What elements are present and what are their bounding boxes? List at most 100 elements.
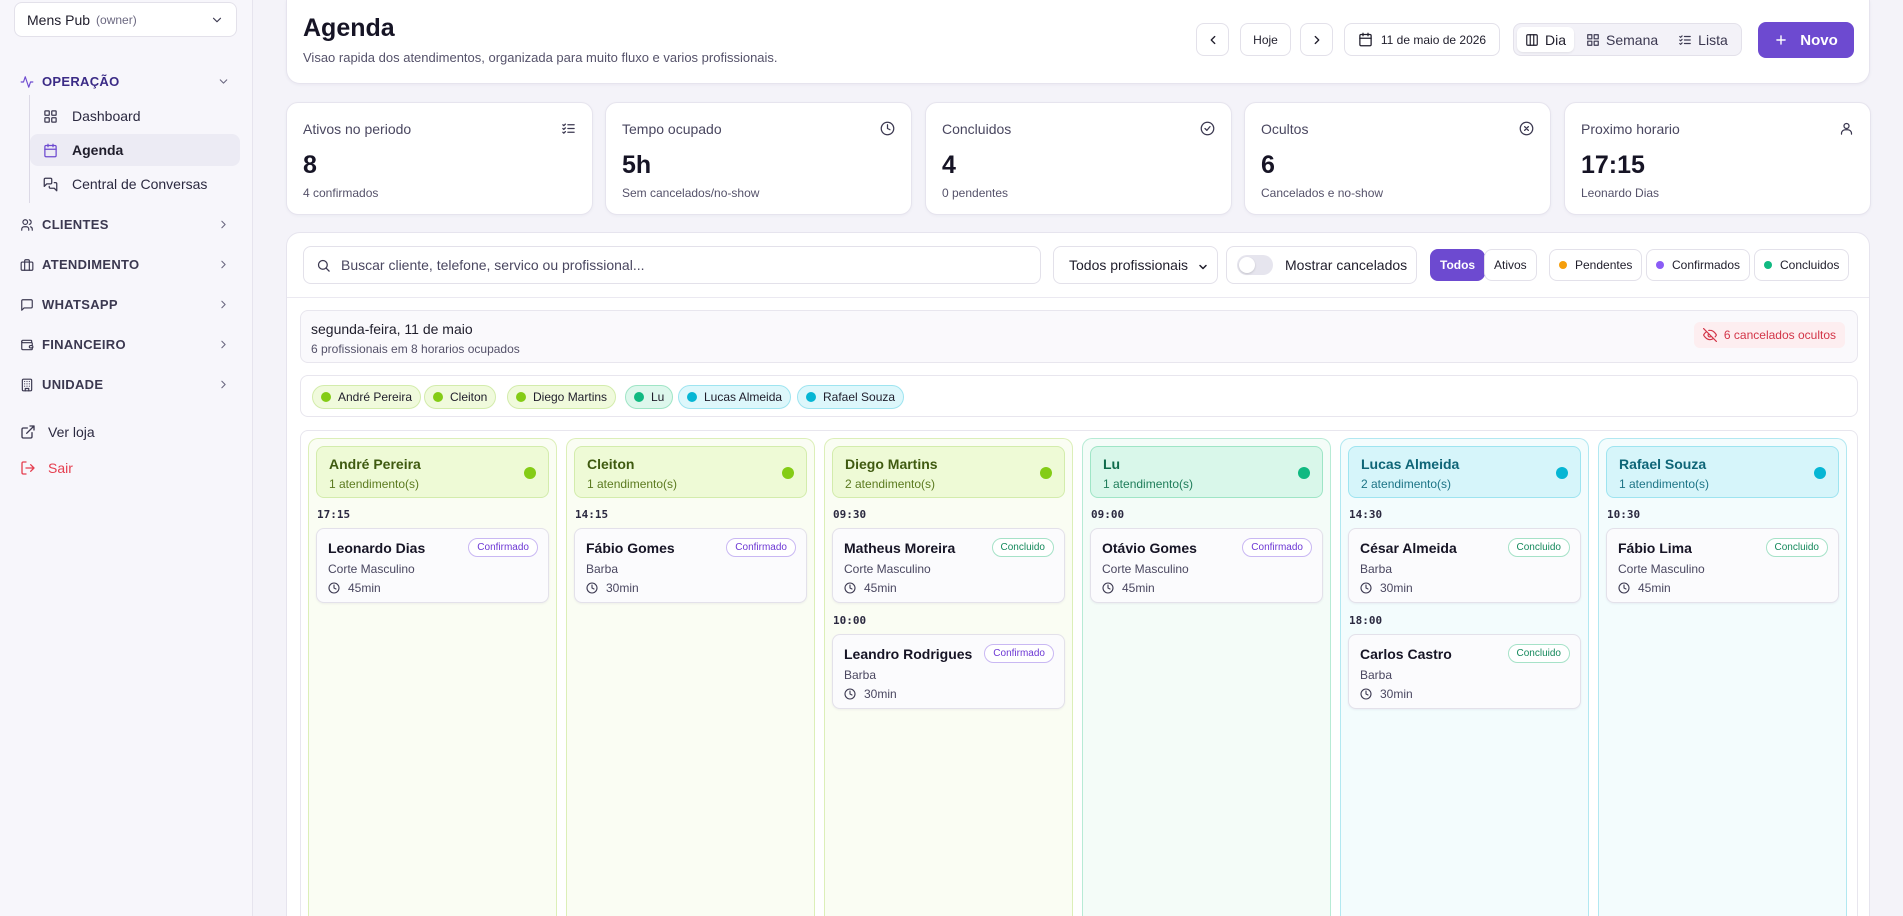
stat-card-concluidos: Concluidos 4 0 pendentes (925, 102, 1232, 215)
list-check-icon (561, 121, 576, 136)
sidebar-item-agenda[interactable]: Agenda (30, 134, 240, 166)
stat-card-ativos: Ativos no periodo 8 4 confirmados (286, 102, 593, 215)
professional-columns: André Pereira 1 atendimento(s) 17:15 Leo… (300, 430, 1858, 916)
org-name: Mens Pub (27, 11, 91, 28)
column-header: André Pereira 1 atendimento(s) (316, 446, 549, 498)
professional-column: Lucas Almeida 2 atendimento(s) 14:30 Cés… (1340, 438, 1589, 916)
sidebar-item-central-conversas[interactable]: Central de Conversas (30, 168, 240, 200)
column-header: Diego Martins 2 atendimento(s) (832, 446, 1065, 498)
appointment-card[interactable]: Otávio Gomes Confirmado Corte Masculino … (1090, 528, 1323, 603)
stat-sub: Leonardo Dias (1581, 186, 1660, 200)
nav-group-operacao[interactable]: OPERAÇÃO (20, 74, 230, 89)
filter-chip-confirmados[interactable]: Confirmados (1646, 249, 1751, 281)
hidden-cancelled-badge[interactable]: 6 cancelados ocultos (1693, 322, 1845, 348)
view-store-link[interactable]: Ver loja (20, 424, 95, 440)
color-dot (1298, 467, 1310, 479)
professional-select[interactable]: Todos profissionais (1053, 246, 1218, 284)
color-dot (321, 392, 331, 402)
date-picker-button[interactable]: 11 de maio de 2026 (1344, 23, 1500, 56)
search-input[interactable] (341, 257, 1021, 273)
divider (287, 297, 1869, 298)
org-selector[interactable]: Mens Pub (owner) (14, 2, 237, 37)
plus-icon (1774, 33, 1800, 47)
check-circle-icon (1200, 121, 1215, 136)
time-slot: 09:00 (1091, 508, 1125, 521)
professional-name: André Pereira (329, 456, 421, 472)
sidebar-item-label: Dashboard (72, 108, 141, 124)
chevron-right-icon (217, 218, 230, 231)
status-dot (1559, 261, 1567, 269)
color-dot (1814, 467, 1826, 479)
time-slot: 18:00 (1349, 614, 1383, 627)
today-button[interactable]: Hoje (1240, 23, 1291, 56)
date-label: 11 de maio de 2026 (1380, 32, 1487, 47)
time-slot: 14:15 (575, 508, 609, 521)
filter-chip-pendentes[interactable]: Pendentes (1549, 249, 1643, 281)
legend-chip-diego[interactable]: Diego Martins (507, 385, 617, 409)
legend-chip-andre[interactable]: André Pereira (312, 385, 422, 409)
appointment-card[interactable]: Matheus Moreira Concluido Corte Masculin… (832, 528, 1065, 603)
filter-chip-todos[interactable]: Todos (1430, 249, 1486, 281)
appointment-card[interactable]: César Almeida Concluido Barba 30min (1348, 528, 1581, 603)
stat-card-proximo: Proximo horario 17:15 Leonardo Dias (1564, 102, 1871, 215)
show-cancelled-toggle[interactable] (1237, 255, 1273, 275)
color-dot (687, 392, 697, 402)
nav-group-label: OPERAÇÃO (42, 74, 120, 89)
sidebar-item-dashboard[interactable]: Dashboard (30, 100, 240, 132)
client-name: Otávio Gomes (1102, 540, 1197, 556)
view-label: Semana (1606, 31, 1659, 48)
service-name: Barba (1360, 562, 1393, 576)
duration: 30min (1360, 581, 1413, 595)
view-day-button[interactable]: Dia (1517, 27, 1575, 52)
color-dot (1040, 467, 1052, 479)
prev-day-button[interactable] (1196, 23, 1229, 56)
nav-group-label: ATENDIMENTO (42, 257, 140, 272)
show-cancelled-label: Mostrar cancelados (1285, 257, 1408, 273)
appointment-card[interactable]: Carlos Castro Concluido Barba 30min (1348, 634, 1581, 709)
nav-group-atendimento[interactable]: ATENDIMENTO (20, 257, 230, 272)
legend-chip-cleiton[interactable]: Cleiton (424, 385, 497, 409)
nav-group-unidade[interactable]: UNIDADE (20, 377, 230, 392)
legend-chip-rafael[interactable]: Rafael Souza (797, 385, 905, 409)
users-icon (20, 218, 34, 232)
legend-label: Rafael Souza (823, 390, 896, 404)
filter-chip-concluidos[interactable]: Concluidos (1754, 249, 1850, 281)
nav-group-whatsapp[interactable]: WHATSAPP (20, 297, 230, 312)
appointment-count: 1 atendimento(s) (1103, 477, 1194, 491)
time-slot: 10:30 (1607, 508, 1641, 521)
appointment-count: 1 atendimento(s) (587, 477, 678, 491)
logout-link[interactable]: Sair (20, 460, 73, 476)
filter-chip-ativos[interactable]: Ativos (1484, 249, 1537, 281)
briefcase-icon (20, 258, 34, 272)
stat-label: Concluidos (942, 121, 1012, 137)
nav-group-label: CLIENTES (42, 217, 109, 232)
nav-group-financeiro[interactable]: FINANCEIRO (20, 337, 230, 352)
chevron-right-icon (217, 378, 230, 391)
appointment-card[interactable]: Fábio Gomes Confirmado Barba 30min (574, 528, 807, 603)
chip-label: Pendentes (1575, 258, 1633, 272)
status-dot (1764, 261, 1772, 269)
clock-icon (328, 582, 348, 594)
professional-legend: André Pereira Cleiton Diego Martins Lu L… (300, 375, 1858, 417)
legend-chip-lu[interactable]: Lu (625, 385, 674, 409)
logout-label: Sair (48, 460, 73, 476)
time-slot: 14:30 (1349, 508, 1383, 521)
dashboard-icon (43, 109, 58, 124)
view-list-button[interactable]: Lista (1670, 27, 1736, 52)
legend-chip-lucas[interactable]: Lucas Almeida (678, 385, 792, 409)
search-box (303, 246, 1041, 284)
view-week-button[interactable]: Semana (1578, 27, 1666, 52)
page-subtitle: Visao rapida dos atendimentos, organizad… (303, 50, 778, 65)
professional-column: André Pereira 1 atendimento(s) 17:15 Leo… (308, 438, 557, 916)
column-header: Lucas Almeida 2 atendimento(s) (1348, 446, 1581, 498)
appointment-card[interactable]: Leandro Rodrigues Confirmado Barba 30min (832, 634, 1065, 709)
next-day-button[interactable] (1300, 23, 1333, 56)
status-badge: Concluido (991, 538, 1054, 557)
appointment-card[interactable]: Fábio Lima Concluido Corte Masculino 45m… (1606, 528, 1839, 603)
nav-group-clientes[interactable]: CLIENTES (20, 217, 230, 232)
new-appointment-button[interactable]: Novo (1758, 22, 1854, 58)
appointment-card[interactable]: Leonardo Dias Confirmado Corte Masculino… (316, 528, 549, 603)
stat-value: 6 (1261, 151, 1275, 179)
status-badge: Confirmado (468, 538, 538, 557)
wallet-icon (20, 338, 34, 352)
